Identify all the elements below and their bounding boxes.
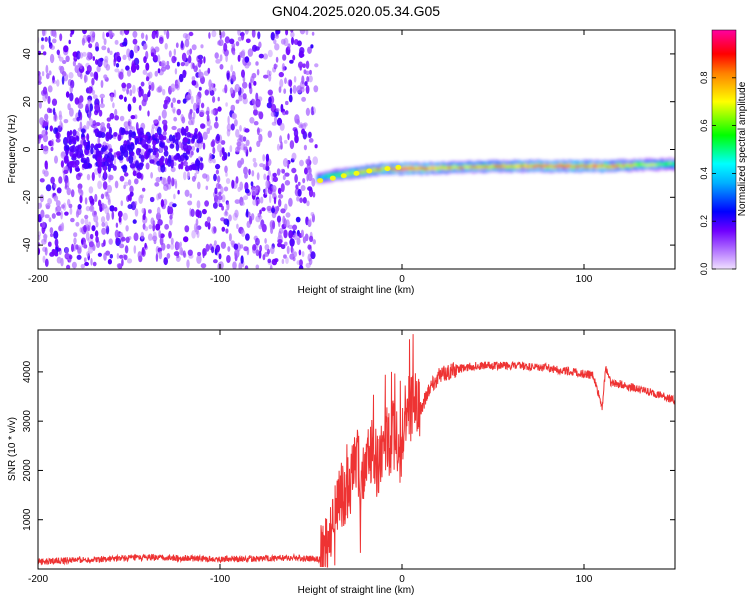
spectrogram-x-tick-label: 0 [399, 274, 405, 285]
spectrogram-y-tick-label: 40 [22, 48, 33, 60]
colorbar-tick-label: 0.4 [699, 167, 709, 180]
snr-y-tick-label: 4000 [22, 360, 33, 383]
colorbar-label: Normalized spectral amplitude [737, 81, 748, 216]
snr-x-tick-label: 0 [399, 574, 405, 585]
spectrogram-x-tick-label: 100 [576, 274, 593, 285]
spectrogram-x-tick-label: -100 [210, 274, 230, 285]
spectrogram-y-tick-label: -40 [22, 237, 33, 252]
spectrogram-y-tick-label: 20 [22, 96, 33, 108]
chart-title: GN04.2025.020.05.34.G05 [272, 3, 440, 19]
snr-y-tick-label: 3000 [22, 410, 33, 433]
snr-x-tick-label: 100 [576, 574, 593, 585]
colorbar-tick-label: 0.0 [699, 263, 709, 276]
colorbar-tick-label: 0.6 [699, 119, 709, 132]
snr-panel: -200 -100 0 100 1000 2000 3000 4000 Height of s… [7, 329, 676, 596]
snr-ylabel: SNR (10 * v/v) [7, 417, 18, 481]
colorbar-scale [711, 29, 737, 270]
snr-y-tick-label: 1000 [22, 508, 33, 531]
snr-series-line [38, 334, 675, 568]
spectrogram-y-tick-label: 0 [22, 146, 33, 152]
snr-axes: -200 -100 0 100 1000 2000 3000 4000 [22, 330, 675, 585]
spectrogram-x-tick-label: -200 [28, 274, 48, 285]
colorbar: 0.0 0.2 0.4 0.6 0.8 Normalized spectral ampl… [699, 29, 748, 276]
colorbar-tick-label: 0.8 [699, 72, 709, 85]
snr-x-tick-label: -100 [210, 574, 230, 585]
spectrogram-ylabel: Frequency (Hz) [7, 115, 18, 184]
spectrogram-xlabel: Height of straight line (km) [298, 285, 415, 296]
snr-x-tick-label: -200 [28, 574, 48, 585]
signal-track [316, 157, 675, 184]
noise-region [38, 30, 319, 269]
snr-xlabel: Height of straight line (km) [298, 585, 415, 596]
snr-frame [37, 329, 676, 570]
snr-y-tick-label: 2000 [22, 459, 33, 482]
spectrogram-y-tick-label: -20 [22, 190, 33, 205]
colorbar-tick-label: 0.2 [699, 215, 709, 228]
colorbar-ticks: 0.0 0.2 0.4 0.6 0.8 [699, 72, 736, 276]
